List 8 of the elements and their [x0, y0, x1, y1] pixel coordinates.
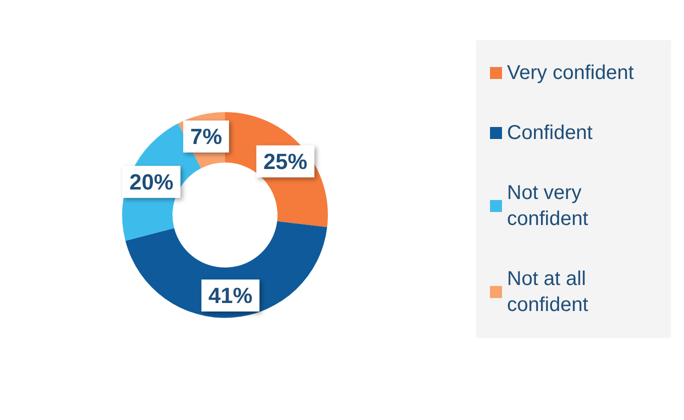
legend-label: Not at all confident [507, 268, 592, 316]
data-label: 7% [190, 124, 222, 150]
legend-label: Very confident [507, 62, 634, 84]
data-label: 25% [263, 148, 308, 174]
legend-label: Not very confident [507, 182, 589, 230]
legend-label: Confident [507, 122, 594, 144]
data-label: 20% [129, 169, 174, 194]
data-label: 41% [208, 283, 252, 308]
